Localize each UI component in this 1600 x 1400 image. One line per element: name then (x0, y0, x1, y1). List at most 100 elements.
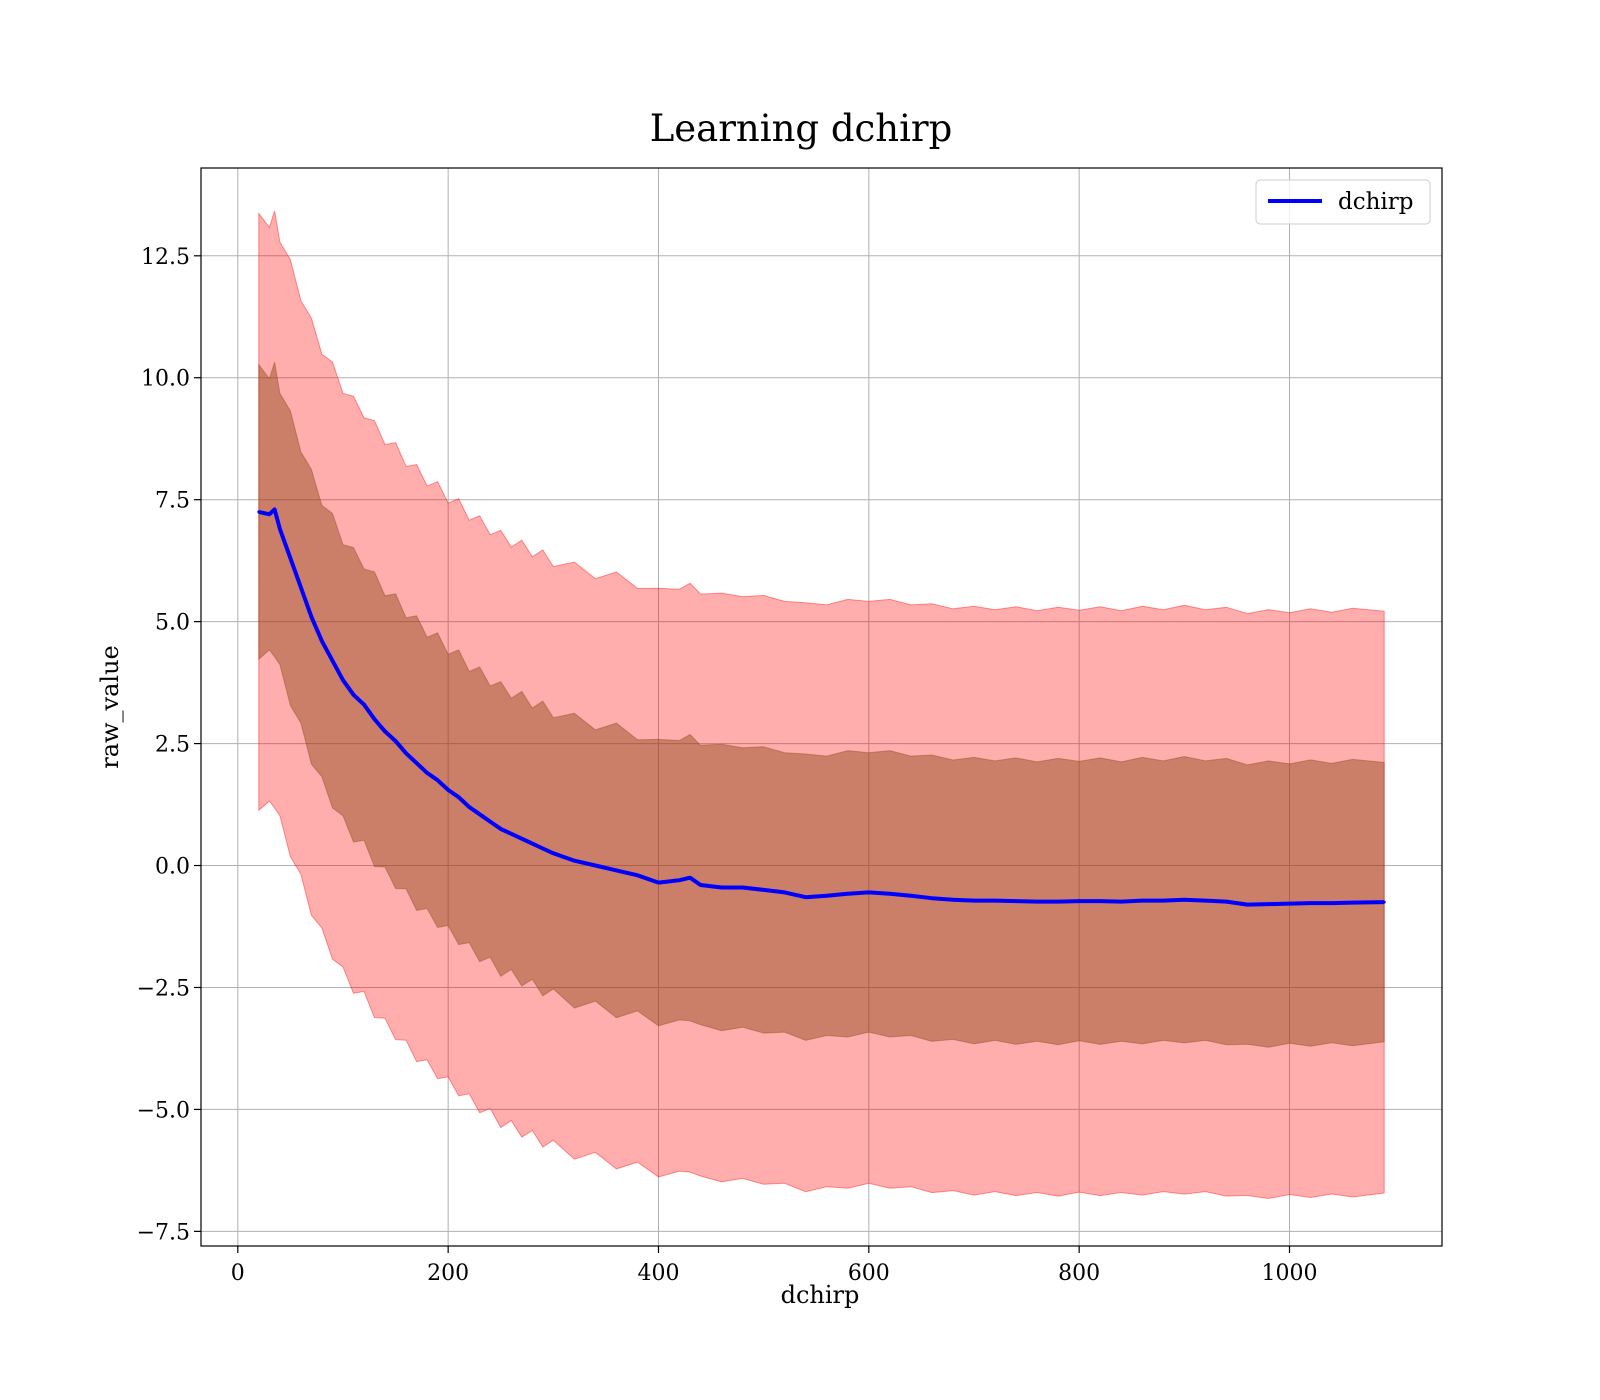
x-tick-label: 1000 (1262, 1261, 1318, 1286)
data-point (993, 899, 997, 903)
legend-label-dchirp: dchirp (1338, 189, 1414, 215)
data-point (530, 842, 534, 846)
data-point (1035, 900, 1039, 904)
data-point (657, 881, 660, 885)
plot-frame (200, 167, 1443, 1247)
data-point (1288, 902, 1291, 906)
data-point (688, 876, 692, 880)
data-point (972, 899, 976, 903)
data-point (499, 827, 503, 831)
data-point (1309, 901, 1312, 905)
legend-box (1255, 179, 1431, 225)
data-point (288, 556, 292, 560)
data-point (509, 832, 513, 836)
data-point (699, 883, 703, 887)
x-tick-label: 0 (231, 1261, 245, 1286)
data-point (1077, 899, 1081, 903)
data-point (1140, 899, 1144, 903)
data-point (720, 886, 724, 889)
data-point (1098, 899, 1102, 903)
data-point (373, 717, 376, 721)
data-point (614, 868, 618, 872)
data-point (446, 788, 450, 792)
y-tick-label: 2.5 (155, 733, 190, 758)
y-axis-label: raw_value (96, 645, 124, 769)
data-point (436, 778, 440, 782)
data-point (394, 739, 398, 743)
data-point (804, 895, 808, 899)
data-point (520, 837, 524, 841)
data-point (867, 890, 871, 894)
y-tick-label: 7.5 (155, 489, 190, 514)
y-tick-label: −5.0 (137, 1098, 190, 1123)
data-point (467, 805, 471, 809)
data-point (341, 678, 345, 682)
y-tick-label: 12.5 (141, 245, 190, 270)
x-tick-label: 800 (1058, 1261, 1100, 1286)
data-point (1267, 902, 1270, 906)
y-tick-label: 0.0 (155, 855, 190, 880)
chart-title: Learning dchirp (650, 107, 953, 150)
x-axis-label: dchirp (781, 1281, 860, 1309)
x-tick-label: 200 (427, 1261, 469, 1286)
band-inner (258, 361, 1385, 1048)
data-point (636, 873, 639, 877)
data-point (273, 507, 277, 511)
data-point (593, 864, 597, 867)
std-bands (258, 210, 1385, 1200)
data-point (551, 851, 555, 855)
y-tick-label: −2.5 (137, 976, 190, 1001)
data-point (741, 886, 745, 889)
data-point (846, 892, 850, 896)
y-tick-label: −7.5 (137, 1220, 190, 1245)
data-point (951, 898, 955, 902)
data-point (278, 527, 282, 531)
data-point (783, 890, 787, 894)
data-point (309, 615, 313, 619)
data-point (1330, 901, 1334, 905)
data-point (825, 894, 829, 898)
data-point (457, 795, 461, 799)
data-point (415, 761, 419, 765)
data-point (362, 703, 366, 707)
data-point (888, 892, 892, 896)
x-ticks: 0 200 400 600 800 1000 (231, 1246, 1318, 1286)
data-point (383, 729, 387, 733)
data-point (299, 586, 303, 589)
data-point (1203, 899, 1207, 903)
x-tick-label: 400 (637, 1261, 679, 1286)
y-tick-label: 10.0 (141, 367, 190, 392)
data-point (678, 878, 681, 882)
series-line-dchirp (258, 507, 1385, 907)
grid-lines (201, 168, 1442, 1246)
data-point (257, 510, 261, 514)
data-point (488, 820, 492, 824)
data-point (541, 847, 545, 850)
data-point (1161, 899, 1165, 903)
data-point (930, 896, 934, 900)
data-point (909, 894, 913, 898)
data-point (1351, 901, 1355, 905)
legend: dchirp (1255, 179, 1431, 225)
data-point (478, 812, 482, 816)
x-tick-label: 600 (848, 1261, 890, 1286)
data-point (572, 859, 576, 863)
data-point (762, 888, 766, 892)
y-ticks: 12.5 10.0 7.5 5.0 2.5 0.0 −2.5 −5.0 −7.5 (137, 245, 201, 1245)
data-point (1119, 900, 1123, 904)
y-tick-label: 5.0 (155, 611, 190, 636)
data-point (1182, 898, 1186, 902)
data-point (1014, 899, 1018, 903)
data-point (331, 659, 334, 663)
data-point (1224, 900, 1228, 904)
data-point (425, 771, 429, 775)
data-point (267, 512, 271, 516)
data-point (1245, 903, 1249, 907)
data-point (1056, 900, 1060, 904)
data-point (352, 693, 355, 697)
data-point (404, 751, 408, 755)
series-lines (257, 507, 1386, 907)
data-point (1382, 900, 1386, 904)
data-point (320, 639, 324, 643)
